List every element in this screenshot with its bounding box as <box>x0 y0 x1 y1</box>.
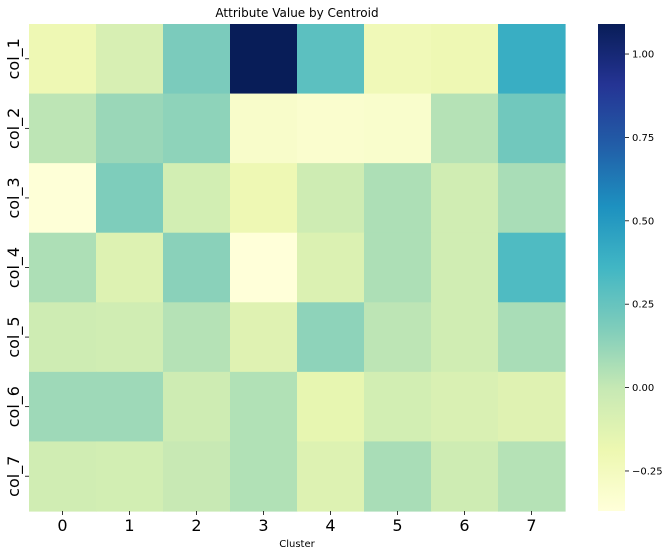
heatmap-cell-col_4-2 <box>163 232 231 303</box>
x-tick-labels: 0 1 2 3 4 5 6 7 <box>57 511 537 535</box>
chart-title: Attribute Value by Centroid <box>215 6 378 20</box>
heatmap-cell-col_4-0 <box>29 232 97 303</box>
heatmap-cell-col_5-2 <box>163 302 231 373</box>
heatmap-cell-col_1-6 <box>431 24 499 95</box>
y-tick-label: col_4 <box>4 247 24 288</box>
heatmap-cell-col_4-1 <box>96 232 164 303</box>
heatmap-cell-col_6-5 <box>364 371 432 443</box>
heatmap-cell-col_5-7 <box>498 302 566 373</box>
heatmap-cell-col_7-0 <box>29 441 97 512</box>
heatmap-cell-col_1-0 <box>29 24 97 95</box>
heatmap-cell-col_5-1 <box>96 302 164 373</box>
heatmap-cell-col_2-2 <box>163 93 231 164</box>
heatmap-cell-col_3-1 <box>96 163 164 234</box>
x-tick-label: 3 <box>258 516 268 535</box>
heatmap-cell-col_1-1 <box>96 24 164 95</box>
heatmap-cell-col_2-6 <box>431 93 499 164</box>
heatmap-cell-col_3-6 <box>431 163 499 234</box>
heatmap-cell-col_2-4 <box>297 93 365 164</box>
heatmap-cell-col_1-5 <box>364 24 432 95</box>
x-tick-label: 7 <box>526 516 536 535</box>
y-tick-label: col_6 <box>4 386 24 427</box>
x-tick-label: 6 <box>459 516 469 535</box>
heatmap-cell-col_5-5 <box>364 302 432 373</box>
heatmap-cell-col_3-7 <box>498 163 566 234</box>
heatmap-cell-col_2-5 <box>364 93 432 164</box>
heatmap-cell-col_7-2 <box>163 441 231 512</box>
heatmap-cell-col_6-1 <box>96 371 164 443</box>
y-tick-labels: col_1 col_2 col_3 col_4 col_5 col_6 col_7 <box>4 38 29 497</box>
heatmap-cell-col_7-7 <box>498 441 566 512</box>
heatmap-cell-col_5-6 <box>431 302 499 373</box>
heatmap-cell-col_2-3 <box>230 93 298 164</box>
y-tick-label: col_5 <box>4 316 24 357</box>
heatmap-cell-col_5-0 <box>29 302 97 373</box>
colorbar-tick-label: 0.75 <box>632 133 654 144</box>
heatmap-cell-col_2-7 <box>498 93 566 164</box>
x-axis-label: Cluster <box>279 539 315 550</box>
heatmap-cell-col_3-2 <box>163 163 231 234</box>
colorbar-tick-label: 0.25 <box>632 300 654 311</box>
x-tick-label: 1 <box>124 516 134 535</box>
x-tick-label: 4 <box>325 516 335 535</box>
y-tick-label: col_1 <box>4 38 24 79</box>
heatmap-cell-col_7-4 <box>297 441 365 512</box>
y-tick-label: col_2 <box>4 108 24 149</box>
heatmap-cell-col_3-5 <box>364 163 432 234</box>
colorbar-tick-label: −0.25 <box>632 466 663 477</box>
colorbar-tick-label: 0.00 <box>632 383 654 394</box>
heatmap-cell-col_6-0 <box>29 371 97 443</box>
heatmap-cell-col_1-2 <box>163 24 231 95</box>
heatmap-cell-col_2-0 <box>29 93 97 164</box>
x-tick-label: 5 <box>392 516 402 535</box>
heatmap-cell-col_5-3 <box>230 302 298 373</box>
heatmap-cell-col_2-1 <box>96 93 164 164</box>
heatmap-cell-col_7-1 <box>96 441 164 512</box>
colorbar-tick-label: 0.50 <box>632 216 654 227</box>
heatmap-cell-col_4-3 <box>230 232 298 303</box>
heatmap-cell-col_4-6 <box>431 232 499 303</box>
colorbar <box>598 24 625 511</box>
heatmap-cell-col_7-6 <box>431 441 499 512</box>
heatmap-cell-col_4-5 <box>364 232 432 303</box>
y-tick-label: col_7 <box>4 456 24 497</box>
heatmap-cell-col_3-0 <box>29 163 97 234</box>
x-tick-label: 2 <box>191 516 201 535</box>
y-tick-label: col_3 <box>4 177 24 218</box>
heatmap-cells <box>29 24 566 512</box>
heatmap-cell-col_7-5 <box>364 441 432 512</box>
heatmap-cell-col_1-3 <box>230 24 298 95</box>
heatmap-cell-col_6-2 <box>163 371 231 443</box>
heatmap-cell-col_6-6 <box>431 371 499 443</box>
heatmap-cell-col_1-7 <box>498 24 566 95</box>
colorbar-tick-label: 1.00 <box>632 50 654 61</box>
heatmap-cell-col_6-3 <box>230 371 298 443</box>
colorbar-ticks: −0.25 0.00 0.25 0.50 0.75 1.00 <box>625 50 663 477</box>
heatmap-cell-col_3-3 <box>230 163 298 234</box>
heatmap-cell-col_6-4 <box>297 371 365 443</box>
heatmap-cell-col_4-4 <box>297 232 365 303</box>
heatmap-cell-col_5-4 <box>297 302 365 373</box>
heatmap-cell-col_7-3 <box>230 441 298 512</box>
heatmap-cell-col_4-7 <box>498 232 566 303</box>
heatmap-cell-col_3-4 <box>297 163 365 234</box>
x-tick-label: 0 <box>57 516 67 535</box>
heatmap-cell-col_1-4 <box>297 24 365 95</box>
heatmap-cell-col_6-7 <box>498 371 566 443</box>
